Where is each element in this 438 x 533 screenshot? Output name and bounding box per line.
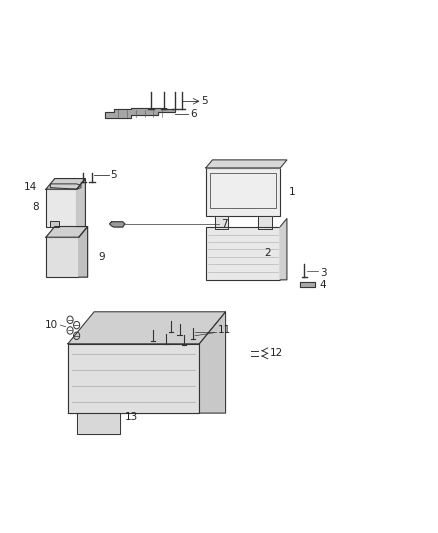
Polygon shape: [110, 222, 125, 227]
Text: 11: 11: [218, 326, 231, 335]
FancyBboxPatch shape: [46, 237, 79, 277]
Polygon shape: [46, 179, 85, 189]
Text: 3: 3: [320, 268, 326, 278]
Text: 2: 2: [264, 248, 271, 258]
Polygon shape: [300, 282, 315, 287]
FancyBboxPatch shape: [206, 227, 280, 280]
Text: 1: 1: [289, 187, 296, 197]
Polygon shape: [105, 108, 175, 118]
Text: 7: 7: [221, 220, 228, 229]
Polygon shape: [280, 219, 287, 280]
Polygon shape: [68, 312, 226, 344]
Text: 8: 8: [32, 202, 39, 212]
FancyBboxPatch shape: [46, 189, 77, 227]
Text: 14: 14: [24, 182, 37, 191]
Polygon shape: [215, 216, 228, 229]
Polygon shape: [258, 216, 272, 229]
FancyBboxPatch shape: [206, 168, 280, 216]
Text: 6: 6: [191, 109, 197, 118]
Text: 5: 5: [110, 170, 117, 180]
Text: 13: 13: [125, 412, 138, 422]
Polygon shape: [68, 344, 199, 413]
FancyBboxPatch shape: [50, 221, 59, 227]
Text: 4: 4: [320, 280, 326, 289]
Polygon shape: [77, 179, 85, 227]
Text: 12: 12: [269, 349, 283, 358]
Polygon shape: [46, 227, 88, 237]
Polygon shape: [79, 227, 88, 277]
Polygon shape: [50, 184, 81, 189]
Text: 5: 5: [201, 96, 208, 106]
Text: 9: 9: [99, 252, 105, 262]
Polygon shape: [199, 312, 226, 413]
Text: 10: 10: [45, 320, 58, 330]
Polygon shape: [77, 413, 120, 434]
Polygon shape: [206, 160, 287, 168]
